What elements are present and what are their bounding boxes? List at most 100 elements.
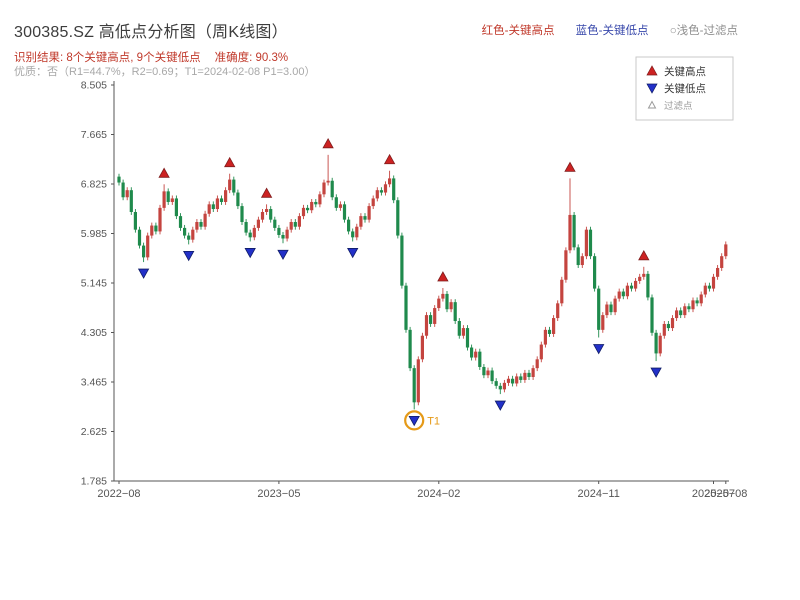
candle-body — [494, 381, 498, 386]
x-axis-tick-label: 2025−07 — [692, 488, 735, 500]
candle-body — [498, 385, 502, 390]
candle-body — [379, 190, 383, 193]
candle-body — [244, 222, 248, 233]
candle-body — [265, 209, 269, 212]
candle-body — [133, 211, 137, 230]
candle-body — [355, 226, 359, 238]
candle-body — [277, 227, 281, 235]
candle-body — [211, 204, 215, 210]
candle-body — [125, 190, 129, 198]
key-low-marker — [183, 251, 195, 262]
key-high-marker — [260, 187, 273, 198]
candle-body — [703, 285, 707, 295]
candle-body — [137, 229, 142, 246]
candle-body — [342, 204, 347, 220]
candle-body — [691, 300, 695, 310]
key-high-marker — [224, 156, 236, 168]
candle-body — [306, 207, 310, 211]
candle-body — [416, 359, 420, 403]
down-triangle-icon — [646, 83, 658, 94]
candle-body — [588, 229, 593, 257]
y-axis-tick-label: 7.665 — [81, 129, 107, 141]
candle-body — [502, 382, 506, 390]
legend-item-label: 过滤点 — [664, 100, 693, 112]
key-low-marker — [277, 249, 289, 261]
candle-body — [429, 315, 433, 324]
legend-key-low-label: 蓝色-关键低点 — [575, 25, 649, 37]
recognition-result-text: 识别结果: 8个关键高点, 9个关键低点 — [14, 52, 201, 64]
candle-body — [572, 214, 576, 248]
candle-body — [531, 368, 535, 377]
key-high-marker — [383, 153, 396, 165]
candle-body — [490, 370, 494, 382]
candle-body — [683, 306, 687, 316]
candle-body — [396, 200, 400, 236]
y-axis-tick-label: 8.505 — [81, 80, 107, 92]
candle-body — [203, 213, 207, 227]
candle-body — [654, 332, 658, 354]
key-low-marker — [593, 344, 605, 355]
candle-body — [576, 247, 580, 266]
candle-body — [207, 204, 211, 214]
candle-body — [162, 191, 166, 208]
candle-body — [617, 291, 621, 299]
candle-body — [646, 273, 650, 298]
candle-body — [580, 256, 584, 266]
candle-body — [597, 288, 601, 330]
x-axis-tick-label: 2023−05 — [257, 488, 300, 500]
candle-body — [658, 335, 662, 354]
candle-body — [527, 372, 531, 377]
candle-body — [240, 206, 244, 223]
candle-body — [716, 267, 720, 277]
candle-body — [699, 294, 703, 304]
candle-body — [363, 216, 367, 220]
candle-body — [412, 368, 416, 403]
candle-body — [219, 198, 224, 202]
legend-filter-label: ○浅色-过滤点 — [669, 25, 738, 37]
candle-body — [511, 378, 515, 384]
candle-body — [142, 245, 146, 258]
candle-body — [707, 285, 711, 289]
candle-body — [547, 329, 552, 334]
candle-body — [461, 328, 465, 336]
candle-body — [523, 372, 527, 380]
up-triangle-icon — [646, 65, 658, 76]
candle-body — [252, 227, 256, 238]
x-axis-tick-label: 2025−08 — [704, 488, 747, 500]
candle-body — [420, 335, 424, 360]
candle-body — [404, 285, 408, 330]
candle-body — [506, 378, 511, 383]
candle-body — [273, 219, 277, 228]
candle-body — [605, 304, 609, 316]
candle-body — [183, 227, 187, 236]
candle-body — [334, 197, 338, 208]
candle-body — [629, 285, 634, 289]
candle-body — [470, 347, 474, 358]
candle-body — [535, 359, 539, 369]
candle-body — [301, 207, 306, 217]
candle-body — [392, 178, 396, 201]
candle-body — [568, 214, 572, 251]
key-high-marker — [437, 271, 449, 282]
candle-body — [158, 207, 162, 232]
candle-body — [199, 222, 203, 227]
y-axis-tick-label: 5.985 — [81, 228, 107, 240]
candle-body — [367, 206, 371, 220]
candle-body — [170, 198, 174, 202]
candle-body — [351, 231, 355, 238]
candle-body — [556, 303, 560, 319]
candle-body — [433, 308, 437, 324]
candle-body — [408, 329, 412, 369]
header-legend: 红色-关键高点 蓝色-关键低点 ○浅色-过滤点 — [464, 22, 738, 38]
candle-body — [228, 179, 232, 191]
candle-body — [178, 216, 183, 228]
key-low-marker — [347, 248, 359, 259]
candle-body — [638, 276, 642, 281]
t1-highlight-circle — [404, 410, 425, 431]
candle-body — [449, 302, 453, 310]
candle-body — [724, 244, 728, 257]
legend-item-label: 关键低点 — [664, 82, 706, 95]
accuracy-text: 准确度: 90.3% — [214, 52, 289, 64]
candle-body — [260, 211, 265, 220]
candle-body — [666, 323, 670, 329]
